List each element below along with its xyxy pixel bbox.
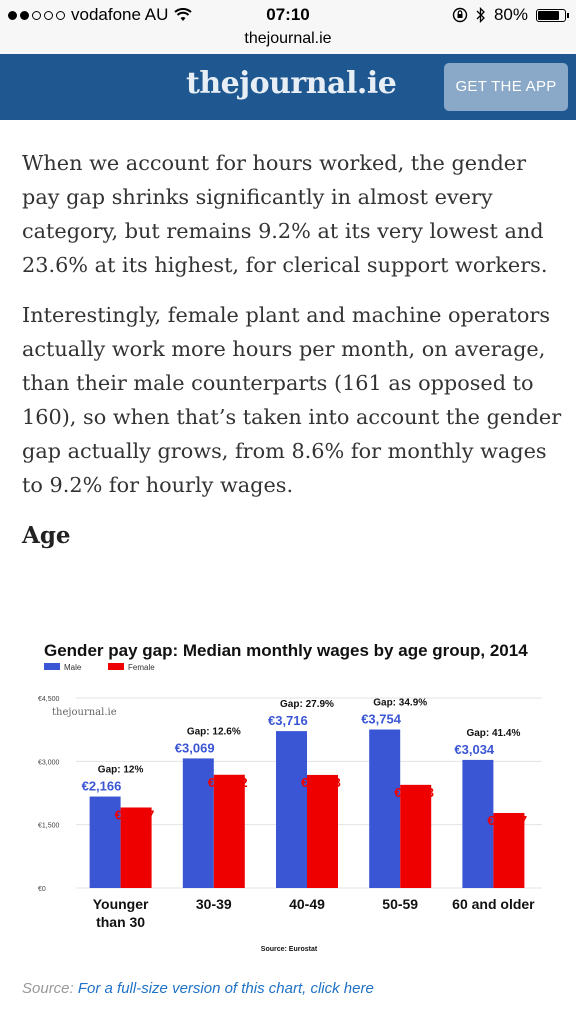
gap-label: Gap: 34.9% <box>373 697 427 708</box>
wifi-icon <box>174 8 193 21</box>
battery-icon <box>536 8 569 22</box>
bar-female <box>120 807 152 888</box>
female-value-label: €2,682 <box>208 775 248 790</box>
clock: 07:10 <box>266 5 310 24</box>
bar-female <box>213 774 245 888</box>
bar-male <box>182 758 214 888</box>
status-bar: vodafone AU 07:10 80% <box>0 0 576 30</box>
bar-male <box>89 796 121 888</box>
image-caption: Source: For a full-size version of this … <box>22 980 374 997</box>
legend-label: Female <box>128 663 155 672</box>
female-value-label: €2,443 <box>394 785 434 800</box>
full-size-chart-link[interactable]: For a full-size version of this chart, c… <box>77 980 374 997</box>
male-value-label: €3,754 <box>361 711 402 726</box>
gap-label: Gap: 12.6% <box>187 726 241 737</box>
x-tick-label: 60 and older <box>452 896 535 912</box>
female-value-label: €2,678 <box>301 775 341 790</box>
section-heading: Age <box>22 522 71 549</box>
bar-female <box>400 784 432 888</box>
status-right-group: 80% <box>452 5 569 25</box>
bar-male <box>276 731 307 888</box>
carrier-group: vodafone AU <box>8 5 193 25</box>
y-tick-label: €3,000 <box>38 759 60 766</box>
bar-male <box>369 729 401 888</box>
female-value-label: €1,907 <box>115 807 155 822</box>
female-value-label: €1,777 <box>487 813 527 828</box>
gap-label: Gap: 12% <box>98 765 144 776</box>
chart-source: Source: Eurostat <box>261 946 318 953</box>
site-header: thejournal.ie GET THE APP <box>0 54 576 120</box>
gap-label: Gap: 27.9% <box>280 699 334 710</box>
y-tick-label: €0 <box>38 886 46 893</box>
male-value-label: €2,166 <box>82 779 122 794</box>
x-tick-label: than 30 <box>96 914 145 930</box>
male-value-label: €3,034 <box>454 742 495 757</box>
chart-title: Gender pay gap: Median monthly wages by … <box>44 641 528 660</box>
legend-swatch <box>108 663 124 670</box>
orientation-lock-icon <box>452 7 468 23</box>
y-tick-label: €1,500 <box>38 823 60 830</box>
male-value-label: €3,716 <box>268 713 308 728</box>
url-bar[interactable]: thejournal.ie <box>0 28 576 54</box>
battery-percent: 80% <box>493 5 528 24</box>
x-tick-label: Younger <box>93 896 149 912</box>
chart-image[interactable]: Gender pay gap: Median monthly wages by … <box>36 634 542 964</box>
male-value-label: €3,069 <box>175 740 215 755</box>
caption-prefix: Source: <box>22 980 74 997</box>
bar-female <box>307 774 338 888</box>
carrier-name: vodafone AU <box>71 5 169 24</box>
legend-swatch <box>44 663 60 670</box>
article-body: When we account for hours worked, the ge… <box>22 146 562 549</box>
x-tick-label: 40-49 <box>289 896 325 912</box>
x-tick-label: 50-59 <box>382 896 418 912</box>
bar-female <box>493 812 525 888</box>
y-tick-label: €4,500 <box>38 696 60 703</box>
bluetooth-icon <box>476 7 485 23</box>
legend-label: Male <box>64 663 82 672</box>
bar-chart: Gender pay gap: Median monthly wages by … <box>38 641 542 953</box>
article-paragraph: When we account for hours worked, the ge… <box>22 151 548 277</box>
gap-label: Gap: 41.4% <box>466 728 520 739</box>
x-tick-label: 30-39 <box>196 896 232 912</box>
signal-icon <box>8 10 65 20</box>
bar-male <box>462 759 494 888</box>
article-paragraph: Interestingly, female plant and machine … <box>22 303 562 497</box>
chart-watermark: thejournal.ie <box>52 707 117 718</box>
site-logo[interactable]: thejournal.ie <box>186 66 397 101</box>
get-the-app-button[interactable]: GET THE APP <box>444 63 568 111</box>
